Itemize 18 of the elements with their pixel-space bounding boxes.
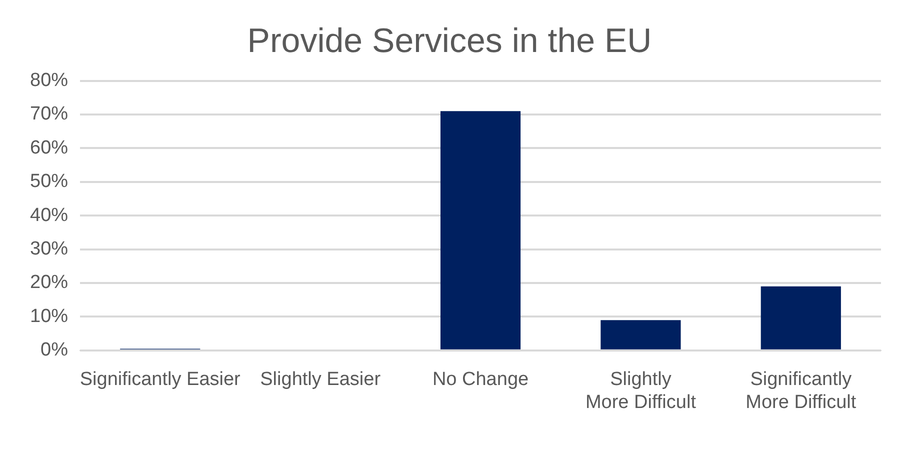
x-tick-label: Significantly More Difficult: [746, 369, 857, 413]
chart-title: Provide Services in the EU: [247, 22, 652, 60]
bar: [760, 286, 841, 350]
y-tick-label: 50%: [30, 171, 68, 192]
bar: [440, 111, 521, 350]
y-tick-label: 70%: [30, 104, 68, 125]
bar: [600, 320, 681, 350]
y-tick-label: 30%: [30, 238, 68, 260]
y-tick-label: 80%: [30, 70, 68, 92]
x-tick-label: Slightly Easier: [260, 369, 382, 390]
x-tick-label: Slightly More Difficult: [585, 369, 697, 413]
y-tick-label: 10%: [30, 306, 68, 327]
y-tick-label: 40%: [30, 204, 68, 226]
y-tick-label: 0%: [40, 340, 68, 361]
y-tick-label: 20%: [30, 272, 68, 294]
y-tick-label: 60%: [30, 137, 68, 158]
x-tick-label: Significantly Easier: [80, 369, 242, 390]
x-tick-label: No Change: [432, 369, 529, 390]
